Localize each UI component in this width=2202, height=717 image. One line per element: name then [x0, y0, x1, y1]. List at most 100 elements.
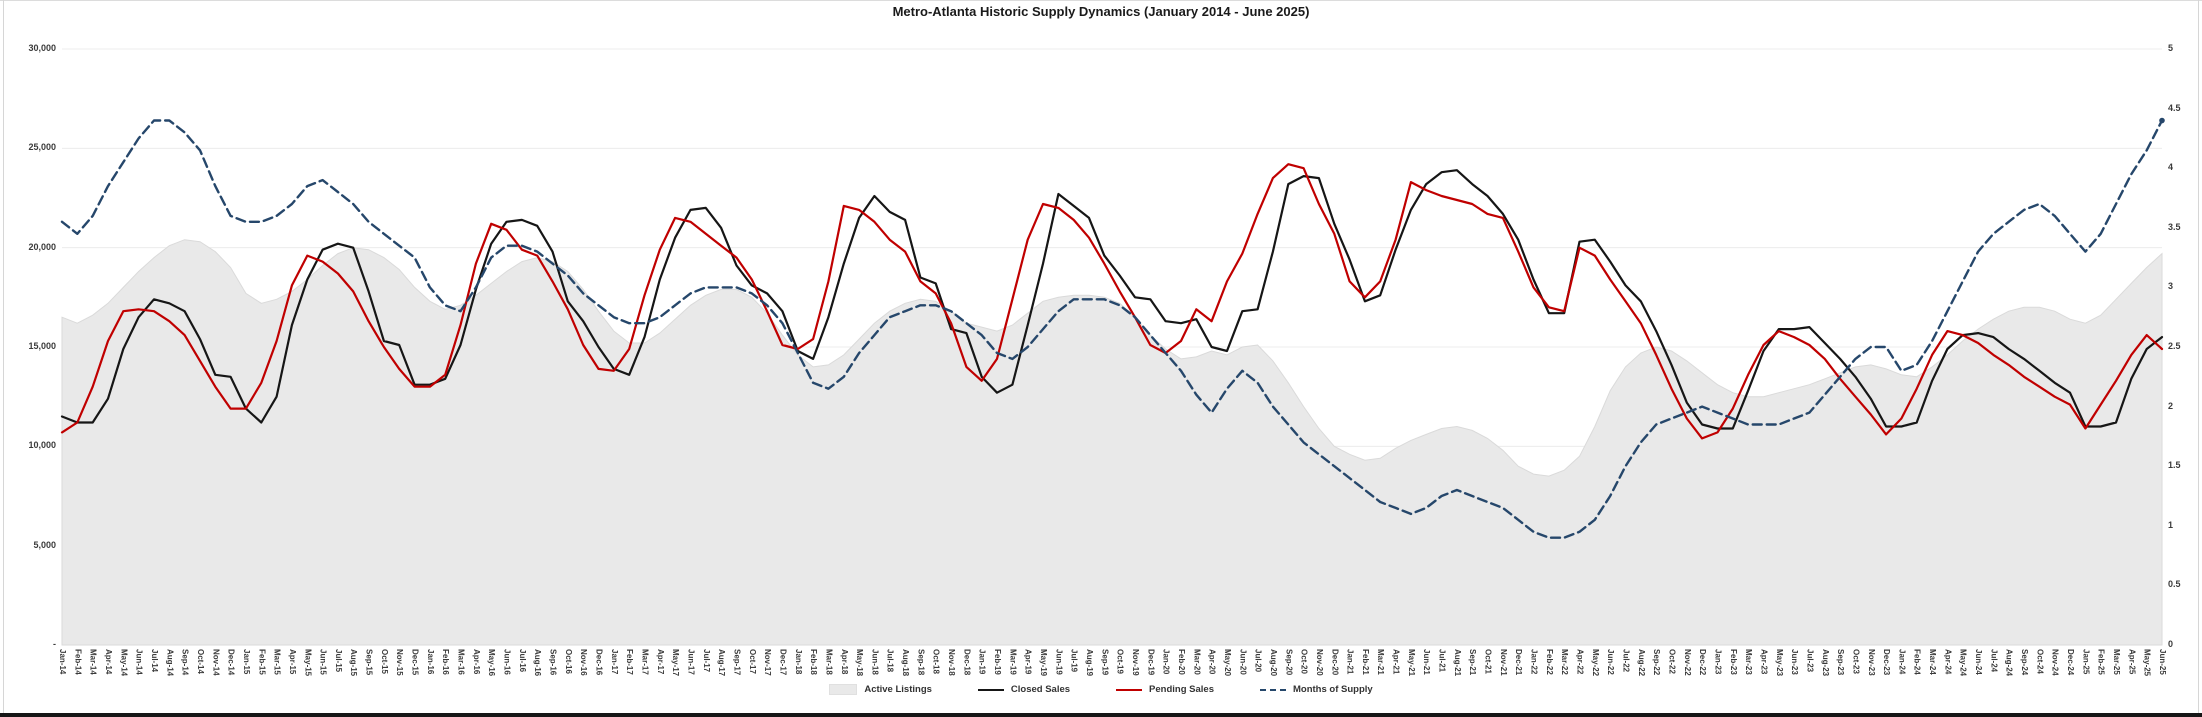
x-axis-tick: Mar-22: [1560, 649, 1570, 675]
x-axis-tick: Aug-16: [533, 649, 543, 677]
x-axis-tick: Oct-24: [2035, 649, 2045, 674]
x-axis-tick: Dec-23: [1882, 649, 1892, 676]
x-axis-tick: Jun-16: [502, 649, 512, 675]
x-axis-tick: Jun-19: [1054, 649, 1064, 675]
left-axis-tick: -: [53, 639, 56, 649]
x-axis-tick: Feb-20: [1177, 649, 1186, 675]
x-axis-tick: Oct-18: [931, 649, 941, 674]
x-axis-tick: Mar-18: [824, 649, 834, 675]
x-axis-tick: Jun-24: [1974, 649, 1984, 675]
left-axis-tick: 5,000: [33, 539, 56, 550]
x-axis-tick: May-15: [303, 649, 313, 677]
x-axis-tick: Aug-18: [901, 649, 911, 677]
x-axis-tick: Jun-25: [2158, 649, 2167, 675]
right-axis-tick: 3: [2168, 281, 2174, 292]
x-axis-tick: Jul-20: [1253, 649, 1263, 673]
x-axis-tick: Jul-19: [1069, 649, 1079, 673]
x-axis-tick: Apr-24: [1943, 649, 1953, 675]
right-axis-tick: 2: [2168, 400, 2174, 411]
x-axis-tick: Dec-24: [2066, 649, 2075, 676]
legend-label: Months of Supply: [1292, 684, 1373, 695]
x-axis-tick: Feb-19: [993, 649, 1002, 675]
x-axis-tick: Jan-22: [1529, 649, 1539, 675]
x-axis-tick: Apr-15: [287, 649, 297, 675]
x-axis-tick: Dec-15: [410, 649, 420, 676]
x-axis-tick: Aug-19: [1085, 649, 1094, 677]
x-axis-tick: Jun-14: [134, 649, 144, 675]
x-axis-tick: Sep-15: [364, 649, 374, 676]
x-axis-tick: Jan-19: [977, 649, 987, 675]
x-axis-tick: Oct-21: [1483, 649, 1493, 674]
x-axis-tick: Oct-22: [1667, 649, 1677, 674]
x-axis-tick: Oct-23: [1851, 649, 1861, 674]
x-axis-tick: Jan-16: [425, 649, 435, 675]
x-axis-tick: Jul-23: [1805, 649, 1815, 673]
x-axis-tick: Aug-23: [1820, 649, 1830, 677]
x-axis-tick: Sep-16: [548, 649, 558, 676]
x-axis-tick: Nov-18: [947, 649, 957, 676]
x-axis-tick: Feb-17: [625, 649, 635, 675]
x-axis-tick: Dec-22: [1698, 649, 1708, 676]
left-axis-tick: 15,000: [28, 341, 56, 351]
x-axis-tick: Nov-17: [763, 649, 773, 676]
x-axis-tick: Sep-23: [1836, 649, 1846, 676]
x-axis-tick: Feb-25: [2096, 649, 2106, 675]
x-axis-tick: Jun-21: [1422, 649, 1432, 675]
x-axis-tick: Sep-17: [732, 649, 742, 676]
legend-item-closed-sales: Closed Sales: [977, 684, 1071, 695]
x-axis-tick: Jan-15: [241, 649, 251, 675]
x-axis-tick: Aug-17: [717, 649, 727, 677]
right-edge-divider: [2198, 0, 2199, 713]
x-axis-tick: May-24: [1958, 649, 1968, 677]
x-axis-tick: Mar-21: [1376, 649, 1386, 675]
x-axis-tick: May-23: [1774, 649, 1784, 677]
x-axis-tick: Jul-24: [1989, 649, 1999, 673]
x-axis-tick: May-14: [119, 649, 129, 677]
x-axis-tick: Sep-14: [180, 649, 190, 676]
x-axis-tick: Nov-22: [1682, 649, 1692, 676]
legend-item-pending-sales: Pending Sales: [1116, 684, 1214, 695]
x-axis-tick: Feb-15: [257, 649, 267, 675]
x-axis-tick: Dec-18: [962, 649, 972, 676]
x-axis-tick: Dec-21: [1514, 649, 1524, 676]
x-axis-tick: Jun-22: [1606, 649, 1616, 675]
legend-label: Active Listings: [864, 684, 932, 695]
x-axis-tick: Nov-24: [2050, 649, 2060, 676]
right-axis-tick: 1: [2168, 519, 2174, 530]
x-axis-tick: Oct-16: [563, 649, 573, 674]
x-axis-tick: Apr-20: [1207, 649, 1217, 675]
chart-title: Metro-Atlanta Historic Supply Dynamics (…: [892, 4, 1310, 19]
x-axis-tick: Jun-18: [870, 649, 880, 675]
left-axis-tick: 25,000: [28, 142, 56, 153]
x-axis-tick: Feb-14: [73, 649, 83, 675]
x-axis-tick: Oct-19: [1115, 649, 1125, 674]
x-axis-tick: Mar-16: [456, 649, 466, 675]
x-axis-tick: Sep-20: [1284, 649, 1294, 676]
right-axis-tick: 0: [2168, 639, 2174, 649]
chart-legend: Active Listings Closed Sales Pending Sal…: [0, 684, 2202, 695]
x-axis-tick: Apr-16: [471, 649, 481, 675]
x-axis-tick: Dec-14: [226, 649, 236, 676]
x-axis-tick: Dec-17: [778, 649, 788, 676]
legend-item-months-of-supply: Months of Supply: [1259, 684, 1373, 695]
x-axis-tick: Aug-15: [349, 649, 359, 677]
x-axis-tick: Aug-14: [165, 649, 175, 677]
red-line-swatch-icon: [1116, 688, 1143, 691]
x-axis-tick: Jun-20: [1238, 649, 1248, 675]
x-axis-tick: Dec-20: [1330, 649, 1340, 676]
x-axis-tick: Mar-17: [640, 649, 650, 675]
x-axis-tick: Apr-17: [655, 649, 665, 675]
legend-label: Closed Sales: [1010, 684, 1071, 695]
x-axis-tick: Oct-15: [379, 649, 389, 674]
x-axis-tick: Apr-22: [1575, 649, 1585, 675]
legend-label: Pending Sales: [1149, 684, 1214, 695]
top-edge-divider: [0, 0, 2202, 1]
x-axis-tick: Jul-22: [1621, 649, 1631, 673]
x-axis-tick: Apr-21: [1391, 649, 1401, 675]
x-axis-tick: Dec-16: [594, 649, 604, 676]
x-axis-tick: Mar-20: [1192, 649, 1202, 675]
x-axis-tick: May-19: [1039, 649, 1048, 677]
left-axis-tick: 10,000: [28, 440, 56, 451]
x-axis-tick: Oct-17: [747, 649, 757, 674]
